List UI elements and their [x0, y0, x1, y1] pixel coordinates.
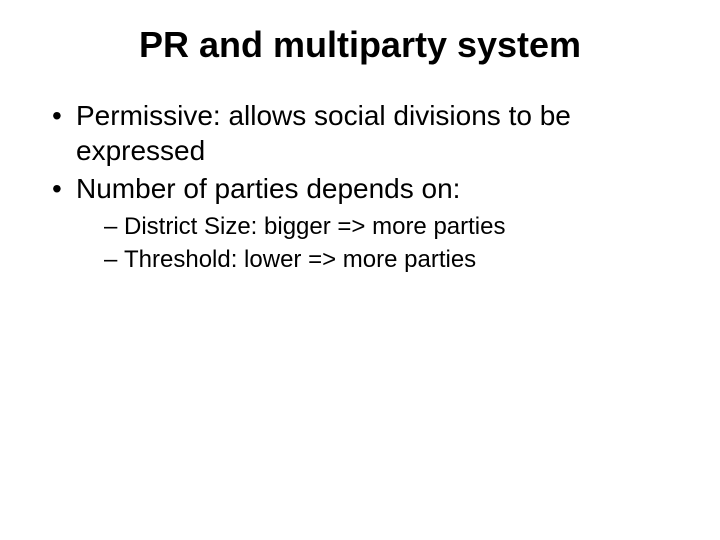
bullet-list: Permissive: allows social divisions to b… — [32, 99, 688, 275]
sub-bullet-list: District Size: bigger => more parties Th… — [76, 212, 688, 275]
bullet-item: Number of parties depends on: District S… — [52, 172, 688, 276]
sub-bullet-text: Threshold: lower => more parties — [124, 246, 476, 273]
slide: PR and multiparty system Permissive: all… — [0, 0, 720, 540]
sub-bullet-text: District Size: bigger => more parties — [124, 213, 505, 240]
slide-title: PR and multiparty system — [32, 24, 688, 65]
bullet-text: Permissive: allows social divisions to b… — [76, 100, 571, 165]
sub-bullet-item: District Size: bigger => more parties — [104, 212, 688, 243]
bullet-item: Permissive: allows social divisions to b… — [52, 99, 688, 167]
bullet-text: Number of parties depends on: — [76, 173, 460, 204]
sub-bullet-item: Threshold: lower => more parties — [104, 245, 688, 276]
